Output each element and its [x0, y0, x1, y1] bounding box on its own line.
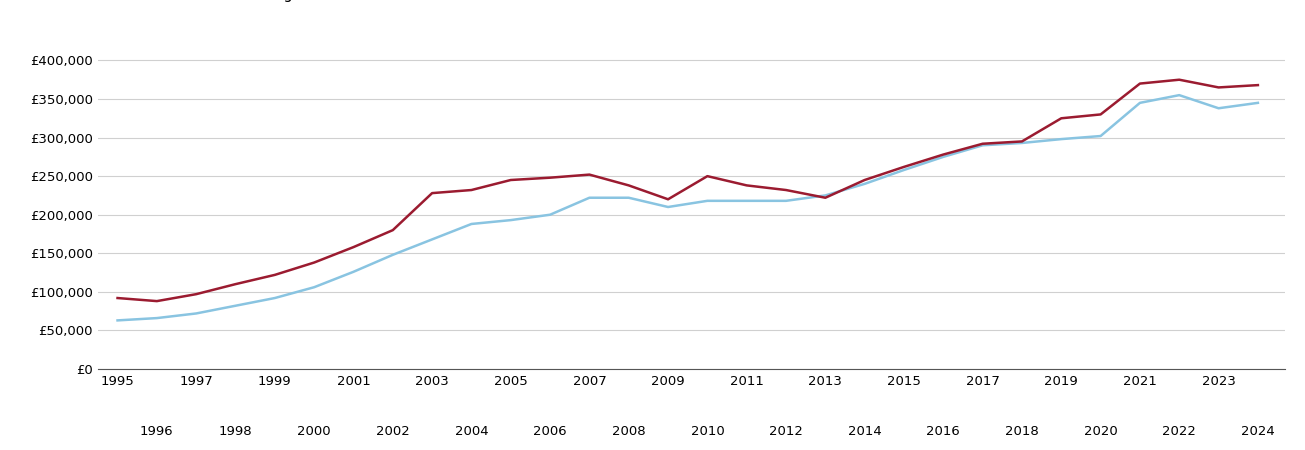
Solihull	[582, 172, 598, 177]
Solihull	[1053, 116, 1069, 121]
England & Wales	[110, 318, 125, 323]
Text: 2020: 2020	[1083, 425, 1117, 438]
Solihull	[543, 175, 559, 180]
Text: 2018: 2018	[1005, 425, 1039, 438]
England & Wales	[463, 221, 479, 227]
England & Wales	[1211, 106, 1227, 111]
England & Wales	[268, 295, 283, 301]
England & Wales	[1092, 133, 1108, 139]
Solihull	[1092, 112, 1108, 117]
Text: 2000: 2000	[298, 425, 331, 438]
Solihull	[307, 260, 322, 265]
Solihull	[1133, 81, 1148, 86]
England & Wales	[857, 181, 873, 187]
England & Wales	[582, 195, 598, 200]
Solihull	[660, 197, 676, 202]
England & Wales	[227, 303, 243, 308]
Text: 2010: 2010	[690, 425, 724, 438]
England & Wales	[739, 198, 754, 203]
England & Wales	[1053, 136, 1069, 142]
Text: 1996: 1996	[140, 425, 174, 438]
Text: 2004: 2004	[454, 425, 488, 438]
England & Wales	[660, 204, 676, 210]
Solihull	[778, 187, 793, 193]
England & Wales	[621, 195, 637, 200]
Solihull	[385, 227, 401, 233]
England & Wales	[936, 154, 951, 160]
Line: England & Wales: England & Wales	[117, 95, 1258, 320]
England & Wales	[543, 212, 559, 217]
Text: 2014: 2014	[848, 425, 882, 438]
Solihull	[502, 177, 518, 183]
Solihull	[424, 190, 440, 196]
England & Wales	[307, 284, 322, 290]
Text: 1998: 1998	[219, 425, 252, 438]
Text: 2016: 2016	[927, 425, 960, 438]
England & Wales	[897, 167, 912, 173]
Solihull	[188, 292, 204, 297]
England & Wales	[502, 217, 518, 223]
England & Wales	[778, 198, 793, 203]
England & Wales	[1133, 100, 1148, 106]
Text: 2008: 2008	[612, 425, 646, 438]
England & Wales	[424, 237, 440, 242]
Solihull	[897, 164, 912, 170]
Text: 2022: 2022	[1163, 425, 1197, 438]
Solihull	[699, 173, 715, 179]
Solihull	[463, 187, 479, 193]
Solihull	[149, 298, 164, 304]
Solihull	[1172, 77, 1188, 82]
Solihull	[1250, 82, 1266, 88]
Solihull	[1211, 85, 1227, 90]
England & Wales	[1172, 92, 1188, 98]
Solihull	[621, 183, 637, 188]
Solihull	[975, 141, 990, 146]
Solihull	[346, 244, 361, 250]
Solihull	[817, 195, 833, 200]
England & Wales	[346, 269, 361, 274]
Solihull	[739, 183, 754, 188]
Text: 2012: 2012	[769, 425, 803, 438]
Text: 2024: 2024	[1241, 425, 1275, 438]
England & Wales	[817, 193, 833, 198]
Text: 2002: 2002	[376, 425, 410, 438]
Solihull	[857, 177, 873, 183]
Solihull	[227, 281, 243, 287]
England & Wales	[149, 315, 164, 321]
Legend: Solihull, England & Wales: Solihull, England & Wales	[106, 0, 394, 8]
England & Wales	[188, 311, 204, 316]
England & Wales	[1250, 100, 1266, 106]
Solihull	[1014, 139, 1030, 144]
Solihull	[110, 295, 125, 301]
England & Wales	[975, 143, 990, 148]
England & Wales	[1014, 140, 1030, 146]
England & Wales	[699, 198, 715, 203]
Line: Solihull: Solihull	[117, 80, 1258, 301]
England & Wales	[385, 252, 401, 257]
Solihull	[936, 152, 951, 157]
Solihull	[268, 272, 283, 278]
Text: 2006: 2006	[534, 425, 566, 438]
